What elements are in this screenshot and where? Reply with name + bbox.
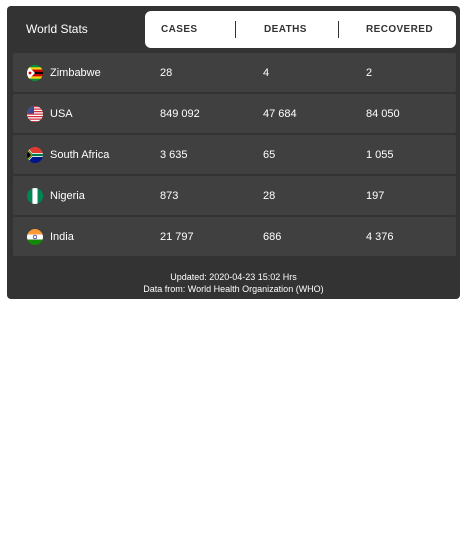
deaths-value: 65 bbox=[263, 149, 276, 161]
country-name: South Africa bbox=[50, 149, 110, 161]
cases-value: 3 635 bbox=[160, 149, 188, 161]
country-name: Zimbabwe bbox=[50, 67, 101, 79]
world-stats-widget: World Stats CASES DEATHS RECOVERED Zimba… bbox=[7, 6, 460, 299]
south-africa-flag-icon bbox=[27, 147, 43, 163]
nigeria-flag-icon bbox=[27, 188, 43, 204]
india-flag-icon bbox=[27, 229, 43, 245]
recovered-value: 197 bbox=[366, 190, 385, 202]
deaths-value: 686 bbox=[263, 231, 282, 243]
country-name: India bbox=[50, 231, 74, 243]
column-header-cases[interactable]: CASES bbox=[161, 24, 198, 35]
recovered-value: 84 050 bbox=[366, 108, 400, 120]
widget-header: World Stats CASES DEATHS RECOVERED bbox=[7, 6, 460, 53]
column-divider bbox=[338, 21, 339, 38]
recovered-value: 2 bbox=[366, 67, 373, 79]
cases-value: 873 bbox=[160, 190, 179, 202]
zimbabwe-flag-icon bbox=[27, 65, 43, 81]
cases-value: 28 bbox=[160, 67, 173, 79]
deaths-value: 4 bbox=[263, 67, 270, 79]
column-header-bar: CASES DEATHS RECOVERED bbox=[145, 11, 456, 48]
usa-flag-icon bbox=[27, 106, 43, 122]
updated-timestamp: Updated: 2020-04-23 15:02 Hrs bbox=[170, 272, 297, 282]
widget-title: World Stats bbox=[26, 22, 88, 36]
data-source-text: Data from: World Health Organization (WH… bbox=[143, 284, 324, 294]
deaths-value: 28 bbox=[263, 190, 276, 202]
widget-footer: Updated: 2020-04-23 15:02 Hrs Data from:… bbox=[7, 271, 460, 295]
country-row-zimbabwe[interactable]: Zimbabwe 28 4 2 bbox=[13, 53, 456, 92]
cases-value: 21 797 bbox=[160, 231, 194, 243]
cases-value: 849 092 bbox=[160, 108, 200, 120]
column-divider bbox=[235, 21, 236, 38]
country-row-south-africa[interactable]: South Africa 3 635 65 1 055 bbox=[13, 135, 456, 174]
column-header-recovered[interactable]: RECOVERED bbox=[366, 24, 433, 35]
deaths-value: 47 684 bbox=[263, 108, 297, 120]
recovered-value: 4 376 bbox=[366, 231, 394, 243]
country-name: Nigeria bbox=[50, 190, 85, 202]
country-name: USA bbox=[50, 108, 73, 120]
country-row-usa[interactable]: USA 849 092 47 684 84 050 bbox=[13, 94, 456, 133]
country-row-india[interactable]: India 21 797 686 4 376 bbox=[13, 217, 456, 256]
recovered-value: 1 055 bbox=[366, 149, 394, 161]
country-row-nigeria[interactable]: Nigeria 873 28 197 bbox=[13, 176, 456, 215]
column-header-deaths[interactable]: DEATHS bbox=[264, 24, 307, 35]
